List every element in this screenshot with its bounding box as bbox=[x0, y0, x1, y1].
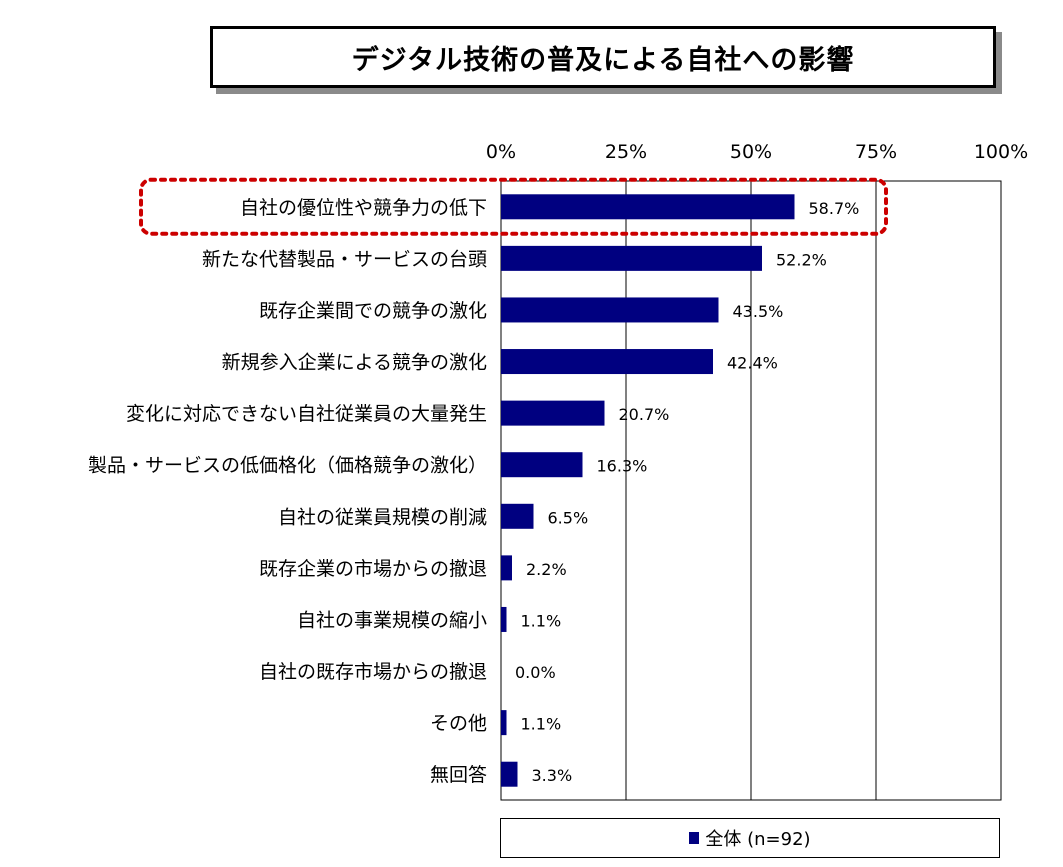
bar bbox=[501, 555, 512, 581]
category-label: その他 bbox=[430, 713, 487, 735]
category-label: 自社の既存市場からの撤退 bbox=[259, 661, 487, 683]
x-tick-label: 75% bbox=[855, 141, 897, 163]
category-label: 自社の事業規模の縮小 bbox=[297, 609, 487, 631]
data-label: 6.5% bbox=[548, 508, 589, 527]
category-label: 変化に対応できない自社従業員の大量発生 bbox=[126, 403, 487, 425]
bar bbox=[501, 761, 518, 787]
bar bbox=[501, 194, 795, 220]
data-label: 20.7% bbox=[619, 405, 670, 424]
category-label: 新たな代替製品・サービスの台頭 bbox=[202, 248, 487, 270]
data-label: 1.1% bbox=[521, 611, 562, 630]
bar bbox=[501, 245, 762, 271]
bar bbox=[501, 503, 534, 529]
data-label: 42.4% bbox=[727, 354, 778, 373]
legend-swatch bbox=[689, 832, 700, 844]
bar bbox=[501, 606, 507, 632]
chart-title-box: デジタル技術の普及による自社への影響 bbox=[210, 26, 996, 88]
x-tick-label: 50% bbox=[730, 141, 772, 163]
category-label: 自社の優位性や競争力の低下 bbox=[240, 197, 487, 219]
x-tick-label: 100% bbox=[974, 141, 1028, 163]
data-label: 43.5% bbox=[733, 302, 784, 321]
data-label: 2.2% bbox=[526, 560, 567, 579]
category-label: 自社の従業員規模の削減 bbox=[278, 506, 487, 528]
bar bbox=[501, 297, 719, 323]
data-label: 3.3% bbox=[532, 766, 573, 785]
chart-title: デジタル技術の普及による自社への影響 bbox=[351, 44, 855, 76]
bar bbox=[501, 452, 583, 478]
bar bbox=[501, 349, 713, 375]
category-label: 既存企業の市場からの撤退 bbox=[259, 558, 487, 580]
bar bbox=[501, 710, 507, 736]
legend: 全体 (n=92) bbox=[500, 818, 1000, 858]
x-tick-label: 0% bbox=[486, 141, 516, 163]
data-label: 16.3% bbox=[597, 457, 648, 476]
legend-label: 全体 (n=92) bbox=[705, 829, 811, 850]
category-label: 既存企業間での競争の激化 bbox=[259, 300, 487, 322]
highlight-box bbox=[139, 177, 888, 236]
data-label: 0.0% bbox=[515, 663, 556, 682]
x-tick-label: 25% bbox=[605, 141, 647, 163]
bar bbox=[501, 400, 605, 426]
category-label: 製品・サービスの低価格化（価格競争の激化） bbox=[88, 455, 487, 477]
data-label: 1.1% bbox=[521, 715, 562, 734]
data-label: 58.7% bbox=[809, 199, 860, 218]
category-label: 新規参入企業による競争の激化 bbox=[222, 352, 487, 374]
category-label: 無回答 bbox=[430, 764, 487, 786]
data-label: 52.2% bbox=[776, 250, 827, 269]
